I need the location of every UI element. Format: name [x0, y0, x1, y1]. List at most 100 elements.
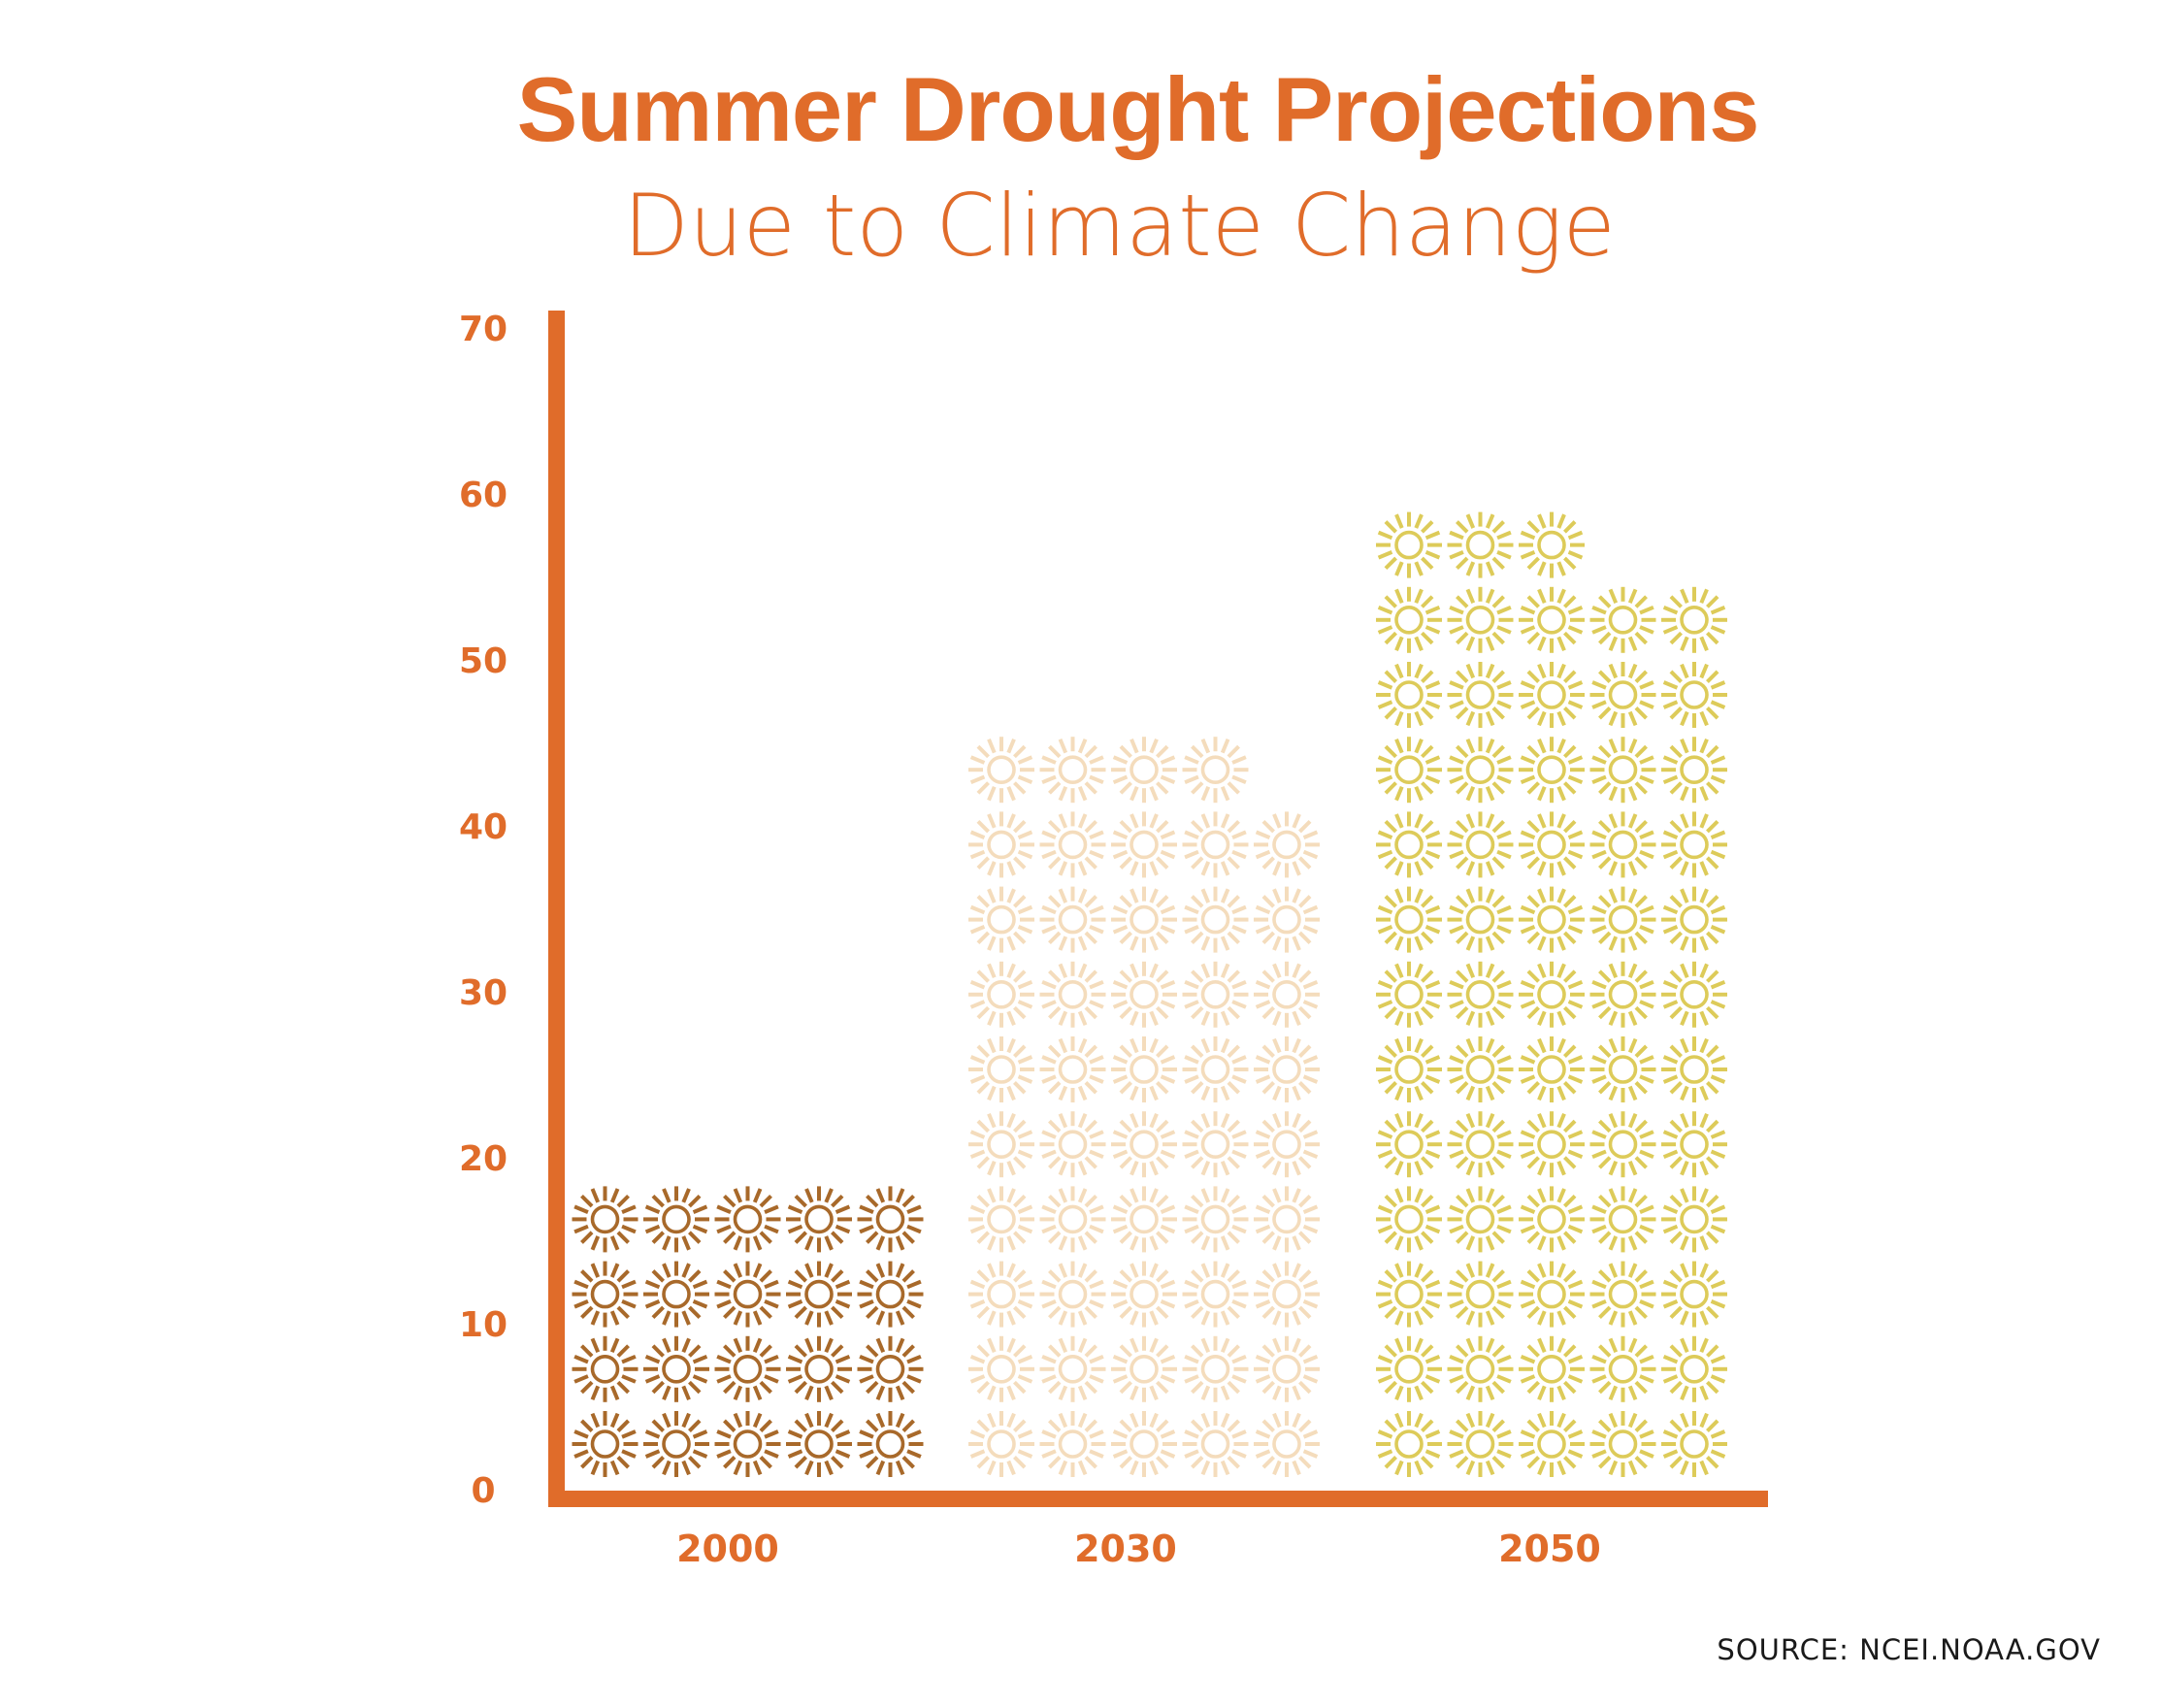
sun-icon: [1182, 1411, 1249, 1477]
sun-icon: [1182, 1335, 1249, 1402]
sun-icon: [1254, 961, 1320, 1028]
sun-icon: [714, 1186, 781, 1253]
y-tick-label: 50: [459, 641, 508, 681]
sun-icon: [572, 1186, 638, 1253]
sun-icon: [1447, 811, 1514, 878]
sun-icon: [1376, 1411, 1442, 1477]
sun-icon: [1589, 886, 1656, 953]
sun-icon: [1447, 1036, 1514, 1102]
sun-icon: [1254, 886, 1320, 953]
y-tick-label: 0: [471, 1471, 495, 1511]
sun-icon: [1589, 1261, 1656, 1328]
sun-icon: [968, 961, 1034, 1028]
sun-icon: [1589, 1411, 1656, 1477]
y-axis-ticks: 0 10 20 30 40 50 60 70: [459, 310, 508, 1511]
sun-icon: [1111, 737, 1177, 804]
sun-icon: [1376, 586, 1442, 653]
sun-icon: [968, 811, 1034, 878]
sun-icon: [1447, 1261, 1514, 1328]
y-tick-label: 70: [459, 310, 508, 349]
sun-icon: [1589, 737, 1656, 804]
icon-group-2030: [968, 737, 1320, 1477]
sun-icon: [1111, 886, 1177, 953]
sun-icon: [572, 1335, 638, 1402]
sun-icon: [572, 1411, 638, 1477]
sun-icon: [1039, 961, 1106, 1028]
sun-icon: [643, 1261, 709, 1328]
sun-icon: [857, 1335, 924, 1402]
sun-icon: [1111, 1186, 1177, 1253]
sun-icon: [786, 1261, 852, 1328]
sun-icon: [1519, 662, 1585, 728]
x-category-label: 2050: [1498, 1527, 1601, 1570]
sun-icon: [1111, 1411, 1177, 1477]
sun-icon: [1661, 586, 1727, 653]
sun-icon: [1376, 886, 1442, 953]
sun-icon: [1589, 961, 1656, 1028]
sun-icon: [1111, 1261, 1177, 1328]
sun-icon: [1519, 737, 1585, 804]
sun-icon: [1039, 886, 1106, 953]
sun-icon: [1039, 1111, 1106, 1178]
sun-icon: [1376, 1335, 1442, 1402]
sun-icon: [1447, 586, 1514, 653]
icon-group-2050: [1376, 511, 1727, 1477]
sun-icon: [1447, 1411, 1514, 1477]
sun-icon: [1447, 1111, 1514, 1178]
sun-icon: [1111, 811, 1177, 878]
sun-icon: [1661, 662, 1727, 728]
icon-groups: [572, 511, 1727, 1477]
sun-icon: [1661, 1261, 1727, 1328]
sun-icon: [857, 1186, 924, 1253]
sun-icon: [1519, 1186, 1585, 1253]
sun-icon: [1519, 1335, 1585, 1402]
sun-icon: [1661, 1111, 1727, 1178]
sun-icon: [968, 737, 1034, 804]
icon-group-2000: [572, 1186, 924, 1477]
sun-icon: [968, 1036, 1034, 1102]
sun-icon: [1182, 1261, 1249, 1328]
sun-icon: [1039, 1261, 1106, 1328]
source-credit: SOURCE: NCEI.NOAA.GOV: [1717, 1633, 2101, 1666]
sun-icon: [1182, 1186, 1249, 1253]
sun-icon: [1254, 1186, 1320, 1253]
sun-icon: [857, 1261, 924, 1328]
y-tick-label: 10: [459, 1305, 508, 1345]
sun-icon: [1447, 1335, 1514, 1402]
sun-icon: [1589, 1111, 1656, 1178]
y-tick-label: 40: [459, 807, 508, 847]
sun-icon: [1519, 1411, 1585, 1477]
sun-icon: [1376, 737, 1442, 804]
sun-icon: [1589, 586, 1656, 653]
sun-icon: [1661, 737, 1727, 804]
sun-icon: [1589, 1036, 1656, 1102]
sun-icon: [643, 1411, 709, 1477]
y-tick-label: 60: [459, 476, 508, 515]
sun-icon: [1039, 1186, 1106, 1253]
sun-icon: [1111, 1335, 1177, 1402]
sun-icon: [968, 1411, 1034, 1477]
sun-icon: [1182, 1111, 1249, 1178]
sun-icon: [968, 1261, 1034, 1328]
sun-icon: [1182, 886, 1249, 953]
sun-icon: [968, 1111, 1034, 1178]
x-category-label: 2000: [676, 1527, 779, 1570]
sun-icon: [1182, 1036, 1249, 1102]
sun-icon: [1661, 886, 1727, 953]
sun-icon: [1519, 1111, 1585, 1178]
sun-icon: [1376, 1036, 1442, 1102]
y-tick-label: 20: [459, 1139, 508, 1179]
sun-icon: [1039, 811, 1106, 878]
sun-icon: [1661, 1411, 1727, 1477]
sun-icon: [857, 1411, 924, 1477]
y-axis-line: [548, 311, 565, 1507]
sun-icon: [1447, 886, 1514, 953]
sun-icon: [1447, 511, 1514, 578]
sun-icon: [786, 1411, 852, 1477]
sun-icon: [714, 1411, 781, 1477]
sun-icon: [1519, 1261, 1585, 1328]
sun-icon: [714, 1335, 781, 1402]
sun-icon: [1254, 811, 1320, 878]
sun-icon: [1376, 811, 1442, 878]
